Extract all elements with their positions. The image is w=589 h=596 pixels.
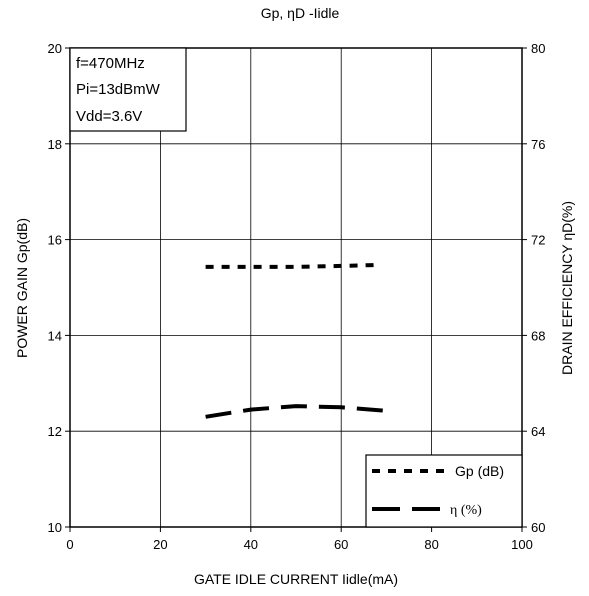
y-right-tick-label: 76: [531, 137, 545, 152]
series-line-gp: [205, 263, 378, 269]
y-right-tick-label: 72: [531, 233, 545, 248]
x-axis-title: GATE IDLE CURRENT Iidle(mA): [194, 571, 398, 587]
y-left-tick-label: 14: [48, 328, 62, 343]
x-tick-label: 100: [511, 537, 533, 552]
x-tick-label: 60: [334, 537, 348, 552]
plot-area-frame: [69, 47, 523, 528]
y-left-tick-label: 10: [48, 520, 62, 535]
grid: [70, 48, 522, 527]
chart-title: Gp, ηD -Iidle: [261, 5, 340, 21]
y-right-tick-label: 60: [531, 520, 545, 535]
condition-drain-voltage: Vdd=3.6V: [76, 108, 142, 125]
x-tick-label: 20: [153, 537, 167, 552]
y-left-tick-label: 16: [48, 233, 62, 248]
y-axis-left: 10 12 14 16 18 20: [48, 41, 70, 535]
conditions-frame: [69, 47, 187, 132]
y-axis-right: 60 64 68 72 76 80: [522, 41, 545, 535]
y-left-tick-label: 20: [48, 41, 62, 56]
legend-frame: [365, 454, 523, 528]
series-line-eta: [205, 404, 387, 419]
y-left-tick-label: 18: [48, 137, 62, 152]
y-right-tick-label: 80: [531, 41, 545, 56]
legend-label-eta: η (%): [450, 503, 482, 518]
series-layer: [205, 263, 387, 419]
y-left-tick-label: 12: [48, 424, 62, 439]
x-axis: 0 20 40 60 80 100: [66, 527, 533, 552]
y-axis-left-title: POWER GAIN Gp(dB): [14, 218, 30, 358]
x-tick-label: 40: [244, 537, 258, 552]
x-tick-label: 80: [424, 537, 438, 552]
condition-frequency: f=470MHz: [76, 55, 145, 72]
y-axis-right-title: DRAIN EFFICIENCY ηD(%): [559, 201, 575, 375]
legend-label-gp: Gp (dB): [455, 463, 504, 479]
y-right-tick-label: 64: [531, 424, 545, 439]
y-right-tick-label: 68: [531, 328, 545, 343]
conditions-box: f=470MHz Pi=13dBmW Vdd=3.6V: [69, 47, 187, 132]
legend: Gp (dB) η (%): [365, 454, 523, 528]
x-tick-label: 0: [66, 537, 73, 552]
condition-input-power: Pi=13dBmW: [76, 81, 161, 98]
